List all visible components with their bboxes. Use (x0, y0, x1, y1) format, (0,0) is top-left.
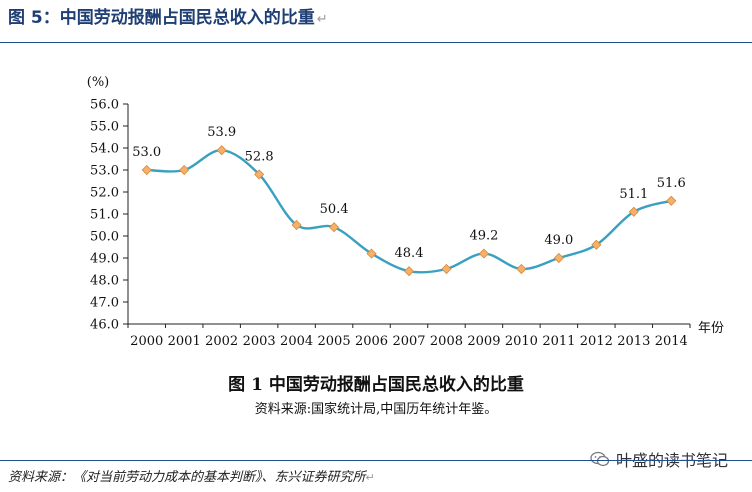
data-label: 52.8 (245, 149, 274, 164)
x-tick-label: 2008 (430, 334, 463, 349)
y-tick-label: 49.0 (90, 252, 119, 267)
y-tick-label: 53.0 (90, 164, 119, 179)
data-point-marker (179, 164, 190, 176)
data-point-marker (666, 195, 677, 206)
data-label: 53.0 (132, 145, 161, 160)
line-chart: 46.0 47.0 48.0 49.0 50.0 51.0 52.0 53.0 54.0 55.0… (87, 75, 724, 349)
bottom-divider (0, 460, 752, 461)
data-point-marker (254, 169, 265, 180)
y-tick-label: 51.0 (90, 208, 119, 223)
x-tick-label: 2005 (318, 334, 351, 349)
page-title-text: 图 5：中国劳动报酬占国民总收入的比重 (8, 8, 315, 28)
y-tick-label: 55.0 (90, 120, 119, 135)
x-axis-label: 年份 (698, 321, 724, 336)
x-tick-label: 2013 (617, 334, 650, 349)
data-label: 53.9 (207, 125, 236, 140)
data-point-marker (553, 252, 564, 264)
data-point-marker (628, 206, 639, 217)
data-point-marker (216, 145, 227, 156)
x-tick-label: 2003 (243, 334, 276, 349)
chart-source: 资料来源:国家统计局,中国历年统计年鉴。 (254, 402, 498, 417)
data-label: 50.4 (320, 202, 349, 217)
x-tick-label: 2010 (505, 334, 538, 349)
data-point-marker (291, 219, 302, 231)
watermark: 叶盛的读书笔记 (590, 447, 728, 471)
chart-caption: 图 1 中国劳动报酬占国民总收入的比重 (228, 375, 524, 395)
y-tick-label: 48.0 (90, 274, 119, 289)
data-label: 51.6 (657, 176, 686, 191)
paragraph-mark-icon: ↵ (316, 12, 328, 27)
y-tick-label: 47.0 (90, 296, 119, 311)
y-tick-label: 50.0 (90, 230, 119, 245)
x-tick-label: 2002 (205, 334, 238, 349)
data-point-marker (329, 222, 340, 233)
data-point-marker (441, 263, 452, 275)
footer-paragraph-mark-icon: ↵ (365, 471, 375, 484)
x-tick-label: 2011 (542, 334, 575, 349)
x-tick-label: 2007 (392, 334, 425, 349)
data-label: 48.4 (395, 246, 424, 261)
data-point-marker (403, 266, 415, 277)
y-tick-label: 52.0 (90, 186, 119, 201)
x-tick-label: 2000 (130, 334, 163, 349)
x-tick-label: 2012 (580, 334, 613, 349)
data-label: 51.1 (619, 187, 648, 202)
data-point-marker (366, 248, 377, 259)
y-axis-label: (%) (87, 75, 110, 90)
x-tick-label: 2009 (467, 334, 500, 349)
data-point-marker (478, 248, 489, 259)
y-tick-label: 56.0 (90, 98, 119, 113)
data-point-marker (591, 239, 602, 250)
wechat-icon (590, 451, 610, 467)
x-tick-label: 2014 (655, 334, 688, 349)
data-point-marker (516, 263, 527, 275)
y-tick-label: 54.0 (90, 142, 119, 157)
footer-source: 资料来源：《对当前劳动力成本的基本判断》、东兴证券研究所↵ (8, 466, 375, 485)
page-title: 图 5：中国劳动报酬占国民总收入的比重 ↵ (8, 6, 744, 36)
data-point-marker (141, 164, 152, 176)
data-label: 49.2 (469, 229, 498, 244)
x-tick-label: 2004 (280, 334, 313, 349)
data-label: 49.0 (544, 233, 573, 248)
x-tick-label: 2001 (168, 334, 201, 349)
watermark-text: 叶盛的读书笔记 (615, 451, 728, 470)
top-divider (0, 42, 752, 43)
x-tick-label: 2006 (355, 334, 388, 349)
footer-source-text: 资料来源：《对当前劳动力成本的基本判断》、东兴证券研究所 (8, 470, 366, 485)
y-tick-label: 46.0 (90, 318, 119, 333)
